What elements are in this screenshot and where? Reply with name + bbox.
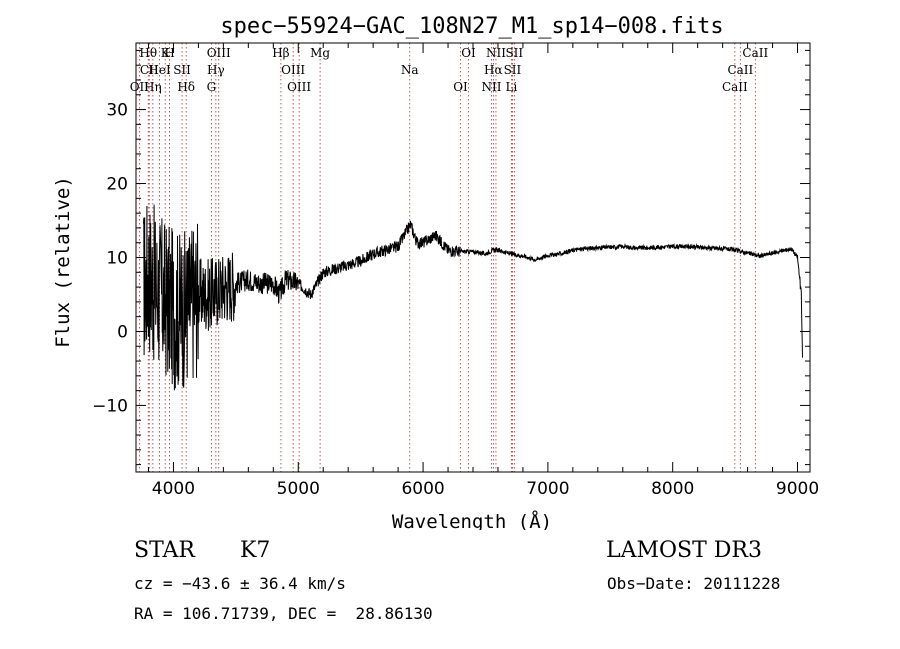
y-tick-label: 10	[106, 249, 128, 269]
spectral-line-label: Hθ	[139, 46, 157, 60]
y-tick-label: −10	[92, 396, 128, 416]
spectral-line-label: Hη	[144, 80, 162, 94]
spectral-line-label: CII	[140, 63, 159, 77]
spectral-line-label: OIII	[281, 63, 305, 77]
spectral-line-label: K	[161, 46, 171, 60]
spectral-line-label: NII	[486, 46, 506, 60]
y-tick-label: 20	[106, 175, 128, 195]
spectral-line-labels: Hθ CII OII K HeI Hη H SII Hδ OIII Hγ G Hβ OIII OIII Mg N…	[130, 46, 769, 94]
spectrum-line	[143, 204, 803, 391]
spectral-line-label: H	[164, 46, 174, 60]
y-axis-label: Flux (relative)	[52, 176, 74, 348]
x-tick-label: 9000	[776, 479, 819, 499]
y-tick-label: 0	[117, 322, 128, 342]
object-class: STAR	[134, 538, 195, 563]
spectral-line-label: NII	[481, 80, 501, 94]
spectral-line-label: CaII	[722, 80, 748, 94]
spectral-line-label: CaII	[727, 63, 753, 77]
x-tick-labels: 4000 5000 6000 7000 8000 9000	[152, 479, 819, 499]
spectral-line-label: G	[207, 80, 217, 94]
survey-name: LAMOST DR3	[606, 538, 762, 563]
spectral-line-label: Na	[401, 63, 419, 77]
x-axis-label: Wavelength (Å)	[392, 510, 552, 530]
spectral-line-label: SII	[505, 46, 523, 60]
spectral-line-label: HeI	[148, 63, 171, 77]
spectral-lines	[138, 43, 756, 472]
spectrum-chart: spec−55924−GAC_108N27_M1_sp14−008.fits H…	[52, 14, 819, 530]
spectral-line-label: Li	[506, 80, 518, 94]
spectral-line-label: SII	[173, 63, 191, 77]
spectral-line-label: Mg	[310, 46, 330, 60]
x-tick-label: 5000	[277, 479, 320, 499]
axis-ticks	[136, 43, 810, 472]
spectral-line-label: Hδ	[177, 80, 195, 94]
spectral-line-label: CaII	[742, 46, 768, 60]
spectral-line-label: Hγ	[207, 63, 225, 77]
spectral-line-label: OIII	[207, 46, 231, 60]
spectral-line-label: OI	[453, 80, 468, 94]
spectrum-series	[143, 204, 803, 391]
plot-frame	[135, 42, 811, 473]
y-tick-labels: −10 0 10 20 30	[92, 101, 128, 417]
x-tick-label: 7000	[526, 479, 569, 499]
spectral-line-label: SII	[504, 63, 522, 77]
x-tick-label: 6000	[401, 479, 444, 499]
redshift-cz: cz = −43.6 ± 36.4 km/s	[134, 574, 346, 593]
y-tick-label: 30	[106, 101, 128, 121]
spectral-line-label: Hβ	[272, 46, 289, 60]
spectral-line-label: Hα	[484, 63, 503, 77]
spectral-line-label: OII	[130, 80, 150, 94]
x-tick-label: 4000	[152, 479, 195, 499]
spectral-line-label: OI	[461, 46, 476, 60]
object-subclass: K7	[240, 538, 271, 563]
observation-date: Obs−Date: 20111228	[607, 574, 781, 593]
sky-coordinates: RA = 106.71739, DEC = 28.86130	[134, 604, 433, 623]
chart-title: spec−55924−GAC_108N27_M1_sp14−008.fits	[220, 14, 723, 39]
x-tick-label: 8000	[651, 479, 694, 499]
spectral-line-label: OIII	[287, 80, 311, 94]
